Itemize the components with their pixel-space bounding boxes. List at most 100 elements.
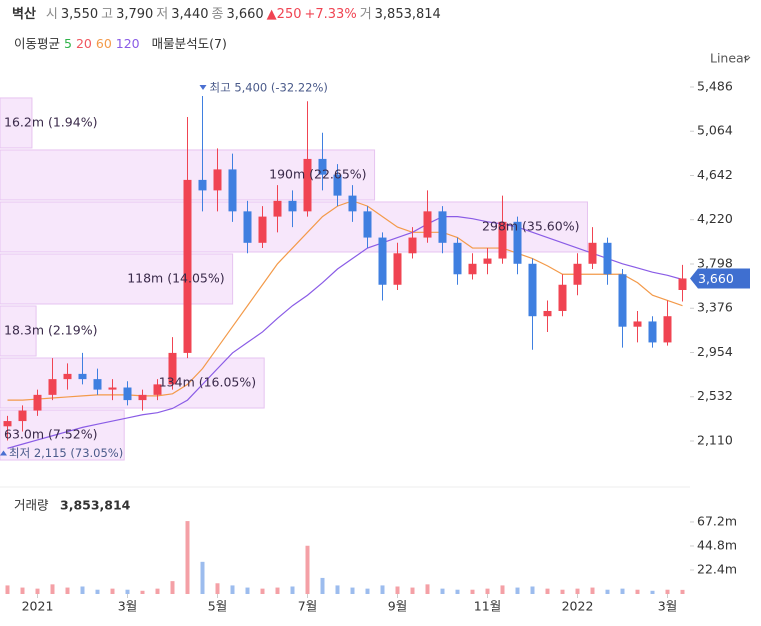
- price-change: ▲250: [266, 7, 302, 22]
- volume-bar: [275, 587, 280, 594]
- ma-toggle[interactable]: 이동평균: [14, 36, 61, 51]
- y-tick-label: 4,642: [697, 167, 733, 182]
- volume-bar: [50, 584, 55, 594]
- candle-body: [183, 179, 192, 353]
- candle-body: [138, 394, 147, 401]
- volume-bar: [95, 589, 100, 594]
- profile-label: 298m (35.60%): [482, 218, 579, 233]
- quote-value: 3,550: [60, 7, 99, 22]
- profile-toggle[interactable]: 매물분석도(7): [151, 36, 227, 51]
- profile-bar: [0, 305, 37, 357]
- ma-line: [7, 200, 683, 401]
- volume-bar: [155, 588, 160, 594]
- min-marker: [0, 450, 7, 456]
- candle-body: [468, 263, 477, 275]
- volume-bar: [500, 585, 505, 594]
- ma-legend[interactable]: 60: [95, 36, 112, 51]
- candle-body: [333, 174, 342, 196]
- ma-legend[interactable]: 120: [115, 36, 140, 51]
- volume-bar: [125, 589, 130, 594]
- volume-bar: [365, 588, 370, 594]
- scale-chevron[interactable]: [743, 56, 751, 61]
- candle-body: [678, 278, 687, 290]
- quote-header: 벽산 시 3,550 고 3,790 저 3,440 종 3,660 ▲250 +7.33% 거 3,8…: [12, 3, 444, 22]
- volume-bar: [200, 561, 205, 594]
- candle-body: [363, 211, 372, 238]
- volume-bar: [35, 588, 40, 594]
- candle-body: [543, 310, 552, 317]
- ma-line: [7, 215, 683, 449]
- candle-body: [513, 221, 522, 264]
- profile-label: 16.2m (1.94%): [4, 114, 97, 129]
- candle-body: [78, 373, 87, 380]
- candle-body: [528, 263, 537, 317]
- scale-toggle[interactable]: Linear: [710, 51, 750, 66]
- candle-body: [438, 211, 447, 243]
- quote-label: 종: [211, 7, 224, 22]
- volume-bar: [605, 589, 610, 594]
- candle-body: [288, 200, 297, 212]
- volume-bar: [530, 586, 535, 594]
- candle-body: [498, 221, 507, 259]
- x-tick-label: 7월: [298, 599, 317, 614]
- candle-body: [318, 158, 327, 175]
- candle-body: [168, 352, 177, 385]
- candle-body: [33, 394, 42, 411]
- volume-bar: [425, 584, 430, 594]
- candle-body: [108, 387, 117, 390]
- x-tick-label: 11월: [474, 599, 501, 614]
- volume-bar: [395, 586, 400, 594]
- volume-bar: [410, 587, 415, 594]
- volume-bar: [80, 586, 85, 594]
- x-tick-label: 3월: [658, 599, 677, 614]
- y-tick-label: 3,798: [697, 255, 733, 270]
- candle-body: [423, 211, 432, 238]
- candle-body: [123, 387, 132, 401]
- quote-value: 3,790: [116, 7, 154, 22]
- volume-bar: [245, 587, 250, 594]
- volume-bar: [230, 585, 235, 594]
- volume-bar: [305, 545, 310, 594]
- ma-legend[interactable]: 5: [64, 36, 72, 51]
- ma-legend[interactable]: 20: [75, 36, 92, 51]
- candle-body: [573, 263, 582, 285]
- y-tick-label: 4,220: [697, 211, 733, 226]
- x-tick-label: 9월: [388, 599, 407, 614]
- y-tick-label: 5,486: [697, 78, 733, 93]
- volume-bar: [215, 583, 220, 594]
- volume-bar: [455, 589, 460, 594]
- volume-tick-label: 44.8m: [697, 537, 737, 552]
- profile-label: 18.3m (2.19%): [4, 322, 97, 337]
- profile-label: 134m (16.05%): [159, 375, 256, 390]
- quote-value: 3,660: [226, 7, 264, 22]
- volume-bar: [545, 588, 550, 594]
- volume-bar: [680, 589, 685, 594]
- volume-bar: [515, 587, 520, 594]
- volume-bar: [440, 588, 445, 594]
- y-tick-label: 3,376: [697, 300, 733, 315]
- candle-body: [588, 242, 597, 264]
- candle-body: [483, 258, 492, 264]
- candle-body: [48, 379, 57, 395]
- candle-body: [618, 274, 627, 327]
- x-tick-label: 2021: [22, 599, 54, 614]
- y-tick-label: 2,954: [697, 344, 733, 359]
- candle-body: [453, 242, 462, 275]
- quote-value: 3,440: [171, 7, 209, 22]
- volume-bar: [380, 585, 385, 594]
- volume-bar: [485, 588, 490, 594]
- candle-body: [348, 195, 357, 212]
- volume-bar: [110, 588, 115, 594]
- volume-bar: [620, 588, 625, 594]
- volume-bar: [650, 590, 655, 594]
- volume-bar: [350, 587, 355, 594]
- profile-label: 190m (22.65%): [269, 166, 366, 181]
- last-price-label: 3,660: [698, 271, 734, 286]
- volume-bar: [20, 587, 25, 594]
- volume-tick-label: 22.4m: [697, 561, 737, 576]
- profile-label: 118m (14.05%): [127, 270, 224, 285]
- volume-bar: [575, 588, 580, 594]
- y-tick-label: 5,064: [697, 123, 733, 138]
- profile-label: 63.0m (7.52%): [4, 427, 97, 442]
